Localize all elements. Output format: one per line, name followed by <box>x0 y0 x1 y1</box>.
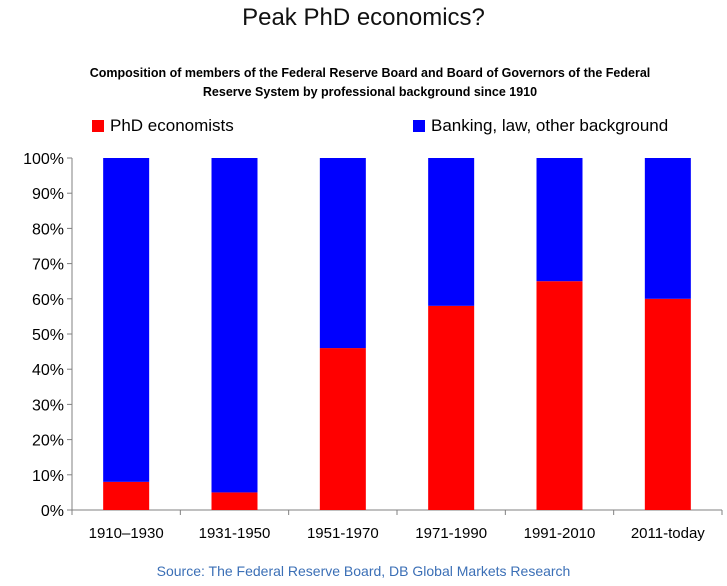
y-tick-label: 10% <box>32 468 64 485</box>
x-tick-label: 1931-1950 <box>199 525 271 542</box>
bar-phd <box>536 281 583 510</box>
x-tick-label: 1951-1970 <box>307 525 379 542</box>
bar-phd <box>211 492 258 510</box>
legend-swatch-other <box>413 120 425 132</box>
legend: PhD economists Banking, law, other backg… <box>0 116 727 140</box>
y-tick-label: 60% <box>32 292 64 309</box>
x-tick-label: 1971-1990 <box>415 525 487 542</box>
bar-other <box>536 158 583 282</box>
bar-other <box>428 158 475 306</box>
bar-phd <box>428 305 475 510</box>
bar-other <box>211 158 258 493</box>
legend-label-phd: PhD economists <box>110 116 234 135</box>
bar-phd <box>319 348 366 510</box>
y-tick-label: 0% <box>41 503 64 520</box>
bar-other <box>319 158 366 349</box>
legend-swatch-phd <box>92 120 104 132</box>
legend-item-phd: PhD economists <box>92 116 234 136</box>
x-tick-label: 2011-today <box>631 525 705 542</box>
y-tick-label: 30% <box>32 397 64 414</box>
legend-item-other: Banking, law, other background <box>413 116 668 136</box>
legend-label-other: Banking, law, other background <box>431 116 669 135</box>
bar-other <box>103 158 150 482</box>
chart-plot: 0% 10% 20% 30% 40% 50% 60% 70% 80% 90% 100% 1910–19… <box>23 151 723 542</box>
y-tick-label: 50% <box>32 327 64 344</box>
y-tick-label: 40% <box>32 362 64 379</box>
source-note: Source: The Federal Reserve Board, DB Gl… <box>156 563 571 579</box>
bar-phd <box>103 481 150 510</box>
x-tick-label: 1910–1930 <box>89 525 164 542</box>
y-tick-label: 20% <box>32 433 64 450</box>
chart-title: Peak PhD economics? <box>242 4 485 31</box>
y-tick-label: 100% <box>23 151 64 168</box>
bar-phd <box>644 298 691 510</box>
x-tick-label: 1991-2010 <box>524 525 596 542</box>
chart-subtitle: Composition of members of the Federal Re… <box>89 66 651 99</box>
y-tick-label: 70% <box>32 257 64 274</box>
bar-other <box>644 158 691 299</box>
y-tick-label: 80% <box>32 221 64 238</box>
y-tick-label: 90% <box>32 186 64 203</box>
